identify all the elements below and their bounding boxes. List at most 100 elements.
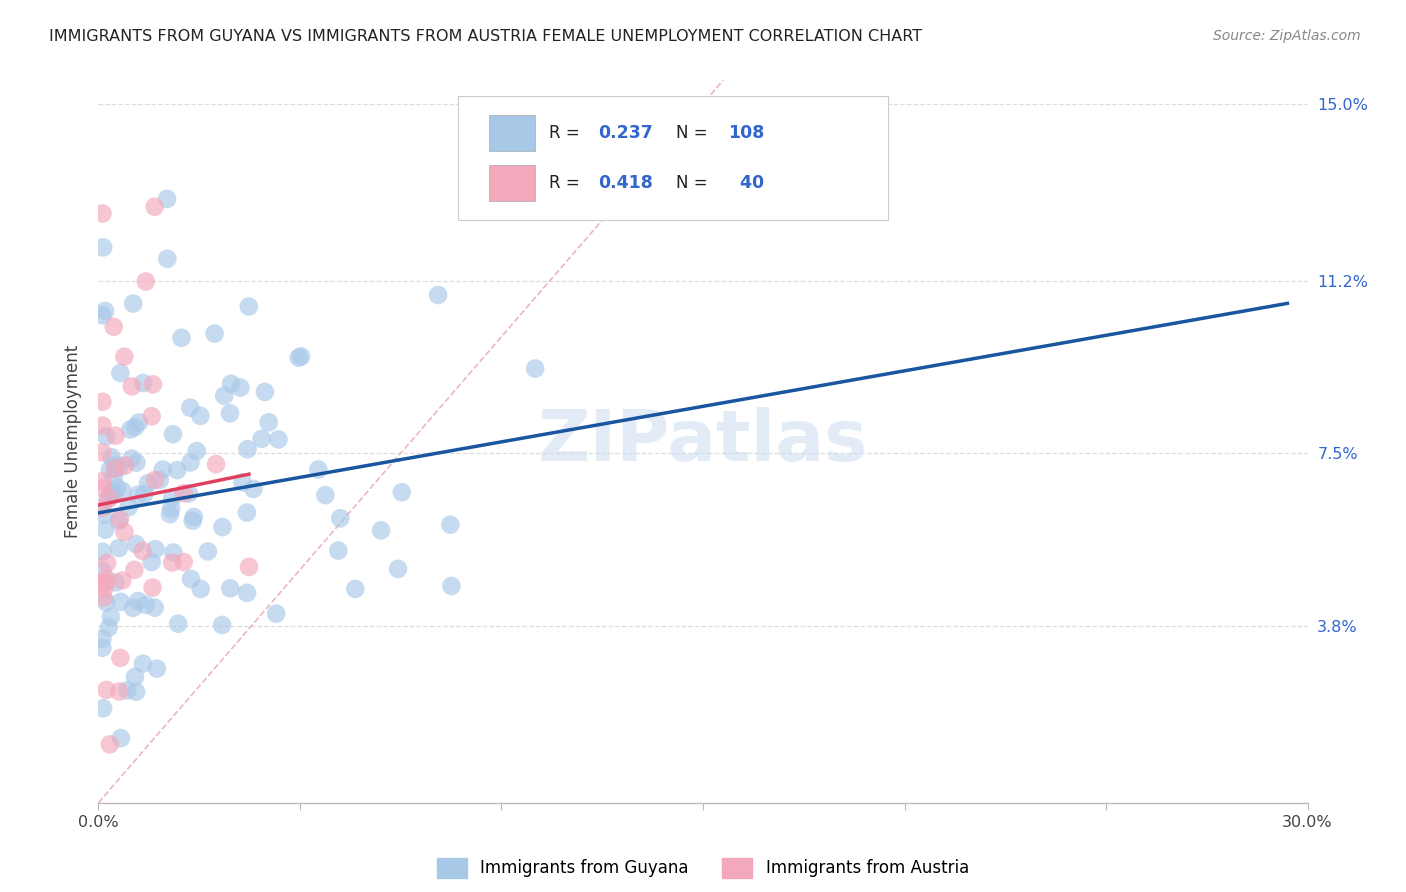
Point	[236, 586, 259, 600]
Point	[440, 579, 463, 593]
Point	[98, 462, 121, 476]
Point	[186, 444, 208, 458]
Point	[104, 428, 127, 442]
Point	[170, 331, 193, 345]
Point	[135, 598, 157, 612]
Point	[104, 462, 127, 476]
Point	[219, 582, 242, 596]
Point	[173, 486, 195, 500]
Point	[149, 473, 172, 487]
Point	[387, 562, 409, 576]
Point	[91, 418, 114, 433]
Point	[125, 537, 148, 551]
Point	[111, 483, 134, 498]
Point	[197, 544, 219, 558]
Point	[114, 524, 136, 539]
Text: R =: R =	[550, 124, 585, 143]
Point	[159, 507, 181, 521]
Point	[107, 514, 129, 528]
Point	[264, 607, 287, 621]
Point	[214, 389, 236, 403]
Point	[97, 620, 120, 634]
Point	[370, 524, 392, 538]
Point	[152, 462, 174, 476]
Point	[132, 657, 155, 671]
Point	[96, 682, 118, 697]
Point	[524, 361, 547, 376]
Point	[328, 543, 350, 558]
Text: ZIPatlas: ZIPatlas	[538, 407, 868, 476]
Point	[156, 252, 179, 266]
Point	[427, 288, 450, 302]
Point	[166, 463, 188, 477]
FancyBboxPatch shape	[489, 115, 534, 152]
Point	[329, 511, 352, 525]
Point	[117, 683, 139, 698]
Text: R =: R =	[550, 174, 585, 192]
Point	[93, 591, 115, 605]
Text: 40: 40	[728, 174, 765, 192]
Point	[143, 600, 166, 615]
Point	[314, 488, 336, 502]
Text: Source: ZipAtlas.com: Source: ZipAtlas.com	[1213, 29, 1361, 43]
Point	[110, 651, 132, 665]
Point	[134, 487, 156, 501]
Point	[177, 486, 200, 500]
Point	[143, 473, 166, 487]
Point	[253, 384, 276, 399]
Text: N =: N =	[676, 174, 713, 192]
Point	[104, 575, 127, 590]
Point	[91, 640, 114, 655]
Point	[91, 394, 114, 409]
Y-axis label: Female Unemployment: Female Unemployment	[63, 345, 82, 538]
Point	[124, 563, 146, 577]
Point	[141, 581, 163, 595]
Point	[91, 308, 114, 322]
Point	[183, 510, 205, 524]
Point	[180, 572, 202, 586]
Point	[204, 326, 226, 341]
Point	[103, 319, 125, 334]
Point	[91, 701, 114, 715]
Point	[91, 481, 114, 495]
Point	[179, 401, 201, 415]
Point	[91, 445, 114, 459]
Point	[103, 470, 125, 484]
Point	[96, 595, 118, 609]
FancyBboxPatch shape	[489, 164, 534, 201]
Legend: Immigrants from Guyana, Immigrants from Austria: Immigrants from Guyana, Immigrants from …	[430, 851, 976, 885]
Text: N =: N =	[676, 124, 713, 143]
Point	[94, 571, 117, 585]
Point	[173, 555, 195, 569]
Point	[142, 377, 165, 392]
Text: 108: 108	[728, 124, 765, 143]
Text: IMMIGRANTS FROM GUYANA VS IMMIGRANTS FROM AUSTRIA FEMALE UNEMPLOYMENT CORRELATIO: IMMIGRANTS FROM GUYANA VS IMMIGRANTS FRO…	[49, 29, 922, 44]
Point	[128, 415, 150, 429]
Point	[124, 420, 146, 434]
Point	[236, 506, 259, 520]
Point	[135, 275, 157, 289]
Point	[110, 595, 132, 609]
Point	[91, 500, 114, 515]
Point	[242, 482, 264, 496]
Point	[162, 491, 184, 505]
Point	[122, 601, 145, 615]
Point	[143, 200, 166, 214]
Point	[391, 485, 413, 500]
Point	[267, 433, 290, 447]
Point	[290, 350, 312, 364]
Point	[104, 458, 127, 472]
Point	[162, 545, 184, 559]
Point	[96, 556, 118, 570]
Point	[112, 350, 135, 364]
Point	[91, 564, 114, 578]
Point	[94, 304, 117, 318]
Text: 0.237: 0.237	[598, 124, 652, 143]
Point	[238, 300, 260, 314]
Point	[232, 475, 254, 490]
Point	[108, 512, 131, 526]
Point	[108, 684, 131, 698]
Point	[93, 508, 115, 522]
Point	[105, 481, 128, 495]
Point	[190, 582, 212, 596]
